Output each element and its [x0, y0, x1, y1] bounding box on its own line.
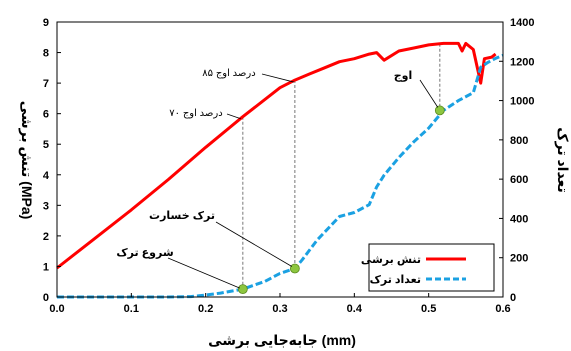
x-tick-label: 0.1	[124, 303, 139, 315]
annotations: ۷۰ درصد اوج ۸۵ درصد اوج اوج ترک خسارت شر…	[116, 68, 412, 259]
y-right-tick-label: 1400	[510, 17, 534, 29]
y-left-tick-label: 4	[43, 170, 50, 182]
annotation-damage-crack: ترک خسارت	[149, 210, 215, 222]
annotation-crack-initiation: شروع ترک	[116, 247, 173, 259]
x-tick-label: 0.6	[495, 303, 510, 315]
y-left-tick-label: 7	[43, 78, 49, 90]
series-line-shear-stress	[56, 41, 497, 270]
x-tick-label: 0.3	[272, 303, 287, 315]
x-tick-label: 0.2	[198, 303, 213, 315]
x-tick-label: 0.0	[49, 303, 64, 315]
series-line-crack-count	[57, 54, 504, 299]
y-left-axis-title: تنش برشی (MPa)	[18, 101, 35, 220]
y-right-tick-label: 0	[510, 292, 516, 304]
leader-70-percent	[226, 113, 241, 120]
plot-area	[56, 41, 504, 299]
leader-crack-initiation	[167, 257, 240, 289]
marker-point-1	[289, 263, 300, 274]
y-right-tick-label: 1000	[510, 96, 534, 108]
legend-box	[368, 243, 495, 292]
y-right-tick-label: 200	[510, 253, 528, 265]
y-left-tick-label: 0	[43, 292, 49, 304]
x-tick-label: 0.4	[347, 303, 363, 315]
legend-label-shear-stress: تنش برشی	[361, 254, 421, 266]
annotation-70-percent-peak: ۷۰ درصد اوج	[169, 108, 222, 119]
leader-85-percent	[261, 73, 294, 83]
y-left-tick-label: 8	[43, 48, 49, 60]
y-right-tick-label: 800	[510, 135, 528, 147]
y-right-tick-label: 600	[510, 174, 528, 186]
y-right-axis-title: تعداد ترک	[554, 127, 571, 192]
leader-damage-crack	[215, 221, 293, 267]
x-tick-label: 0.5	[421, 303, 436, 315]
annotation-85-percent-peak: ۸۵ درصد اوج	[202, 68, 255, 79]
y-left-tick-label: 5	[43, 139, 49, 151]
legend: تنش برشی تعداد ترک	[361, 243, 495, 292]
marker-point-0	[237, 284, 248, 295]
marker-point-2	[434, 105, 445, 116]
y-left-tick-label: 9	[43, 17, 49, 29]
leader-peak	[419, 79, 439, 108]
y-right-tick-label: 400	[510, 213, 528, 225]
x-axis-title: جابه‌جایی برشی (mm)	[208, 332, 356, 349]
y-left-tick-label: 2	[43, 231, 49, 243]
y-right-tick-label: 1200	[510, 56, 534, 68]
axes: 0.0 0.1 0.2 0.3 0.4 0.5 0.60123456789020040060…	[43, 17, 535, 315]
y-left-tick-label: 6	[43, 109, 49, 121]
y-left-tick-label: 1	[43, 261, 49, 273]
axis-titles: جابه‌جایی برشی (mm) تنش برشی (MPa) تعداد…	[18, 101, 571, 349]
legend-label-crack-count: تعداد ترک	[370, 274, 421, 286]
annotation-peak: اوج	[394, 70, 413, 83]
y-left-tick-label: 3	[43, 200, 49, 212]
